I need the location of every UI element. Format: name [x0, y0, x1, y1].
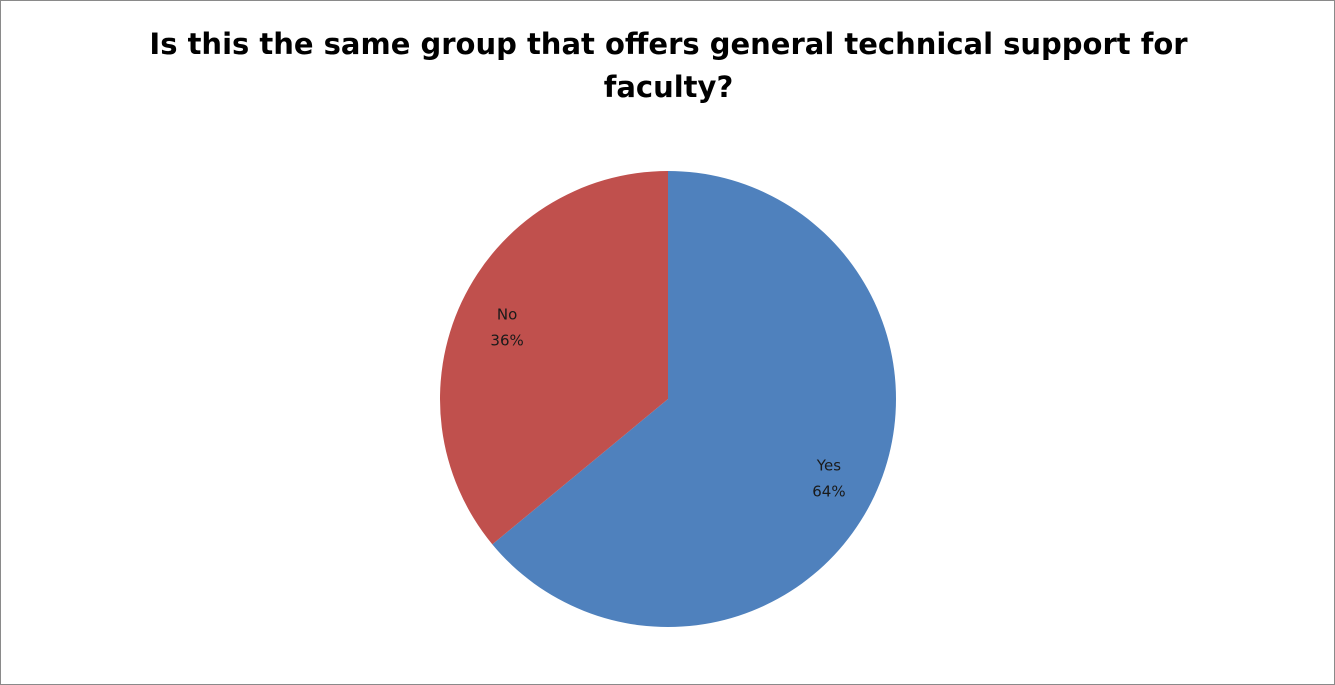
- data-label-category-yes: Yes: [816, 457, 841, 475]
- data-label-percent-no: 36%: [490, 331, 523, 349]
- data-label-category-no: No: [497, 305, 517, 323]
- pie-slice-no: [440, 171, 668, 545]
- pie-slices: [440, 171, 897, 628]
- data-label-percent-yes: 64%: [812, 483, 845, 501]
- pie-data-labels: Yes 64% No 36%: [490, 305, 845, 500]
- chart-title: Is this the same group that offers gener…: [149, 27, 1188, 104]
- pie-slice-yes: [492, 171, 897, 628]
